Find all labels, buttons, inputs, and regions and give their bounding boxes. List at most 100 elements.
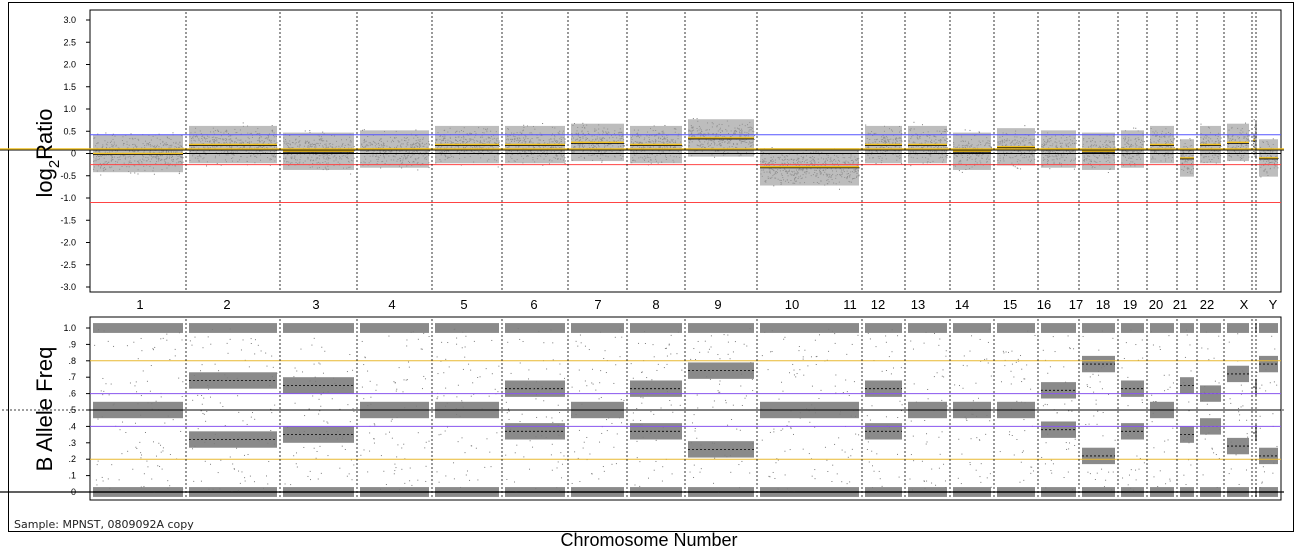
ratio-point xyxy=(497,166,499,168)
ratio-point xyxy=(623,142,625,144)
y-tick-label: 2.0 xyxy=(63,60,76,70)
ratio-point xyxy=(498,144,500,146)
ratio-point xyxy=(1012,165,1014,167)
ratio-point xyxy=(771,147,773,149)
ratio-point xyxy=(1017,167,1019,169)
ratio-point xyxy=(858,174,860,176)
ratio-point xyxy=(322,131,324,133)
ratio-point xyxy=(664,124,666,126)
ratio-point xyxy=(542,164,544,166)
ratio-point xyxy=(542,123,544,125)
y-tick-label: -3.0 xyxy=(60,282,76,292)
ratio-point xyxy=(523,124,525,126)
ratio-point xyxy=(875,162,877,164)
ratio-point xyxy=(428,150,430,152)
ratio-point xyxy=(1024,125,1026,127)
ratio-point xyxy=(964,129,966,131)
ratio-point xyxy=(415,129,417,131)
ratio-point xyxy=(969,129,971,131)
ratio-point xyxy=(105,132,107,134)
ratio-point xyxy=(158,133,160,135)
ratio-point xyxy=(696,118,698,120)
ratio-point xyxy=(946,138,948,140)
ratio-point xyxy=(582,122,584,124)
ratio-point xyxy=(172,132,174,134)
y-tick-label: -2.0 xyxy=(60,238,76,248)
y-tick-label: 2.5 xyxy=(63,37,76,47)
ratio-point xyxy=(913,121,915,123)
chart-frame xyxy=(8,2,1294,532)
ratio-point xyxy=(498,142,500,144)
ratio-point xyxy=(498,140,500,142)
y-tick-label: -1.0 xyxy=(60,193,76,203)
ratio-point xyxy=(910,165,912,167)
ratio-point xyxy=(946,141,948,143)
ratio-point xyxy=(304,130,306,132)
ratio-point xyxy=(753,134,755,136)
ratio-point xyxy=(773,185,775,187)
ratio-point xyxy=(564,160,566,162)
ratio-point xyxy=(564,162,566,164)
ratio-point xyxy=(1049,168,1051,170)
ratio-point xyxy=(380,167,382,169)
ratio-point xyxy=(838,188,840,190)
y-tick-label: 0.5 xyxy=(63,126,76,136)
ratio-point xyxy=(1133,127,1135,129)
y-tick-label: -0.5 xyxy=(60,171,76,181)
ratio-point xyxy=(901,163,903,165)
ratio-point xyxy=(1173,147,1175,149)
ratio-point xyxy=(1020,168,1022,170)
ratio-point xyxy=(353,150,355,152)
ratio-point xyxy=(1189,138,1191,140)
ratio-point xyxy=(417,169,419,171)
ratio-point xyxy=(990,150,992,152)
ratio-point xyxy=(1014,166,1016,168)
ratio-point xyxy=(1016,167,1018,169)
ratio-point xyxy=(178,173,180,175)
ratio-point xyxy=(309,130,311,132)
ratio-point xyxy=(428,167,430,169)
ratio-point xyxy=(1034,150,1036,152)
ratio-point xyxy=(692,118,694,120)
y-tick-label: -2.5 xyxy=(60,260,76,270)
ratio-point xyxy=(153,173,155,175)
ratio-point xyxy=(216,162,218,164)
ratio-point xyxy=(946,147,948,149)
ratio-point xyxy=(353,146,355,148)
y-tick-label: 0 xyxy=(71,149,76,159)
ratio-point xyxy=(1075,140,1077,142)
ratio-point xyxy=(206,165,208,167)
ratio-point xyxy=(958,170,960,172)
log2-ratio-panel: 3.0 2.5 2.0 1.5 1.0 0.5 0 -0.5 -1.0 -1.5 -2.0 -2.5 -… xyxy=(0,9,1284,293)
ratio-point xyxy=(182,161,184,163)
ratio-point xyxy=(363,129,365,131)
ratio-point xyxy=(1073,168,1075,170)
ratio-point xyxy=(921,124,923,126)
ratio-point xyxy=(428,144,430,146)
y-tick-label: 1.5 xyxy=(63,82,76,92)
ratio-point xyxy=(601,161,603,163)
ratio-point xyxy=(573,123,575,125)
ratio-point xyxy=(714,156,716,158)
ratio-point xyxy=(1173,138,1175,140)
ratio-point xyxy=(1135,127,1137,129)
y-tick-label: -1.5 xyxy=(60,215,76,225)
ratio-point xyxy=(134,172,136,174)
ratio-point xyxy=(353,157,355,159)
ratio-point xyxy=(1143,141,1145,143)
ratio-point xyxy=(112,133,114,135)
ratio-point xyxy=(269,164,271,166)
y-tick-label: 3.0 xyxy=(63,15,76,25)
ratio-point xyxy=(242,122,244,124)
ratio-point xyxy=(401,167,403,169)
ratio-point xyxy=(865,124,867,126)
ratio-point xyxy=(990,146,992,148)
ratio-point xyxy=(681,145,683,147)
ratio-point xyxy=(130,133,132,135)
ratio-point xyxy=(137,173,139,175)
ratio-point xyxy=(1107,172,1109,174)
ratio-point xyxy=(130,172,132,174)
ratio-point xyxy=(361,129,363,131)
y-tick-label: 1.0 xyxy=(63,104,76,114)
